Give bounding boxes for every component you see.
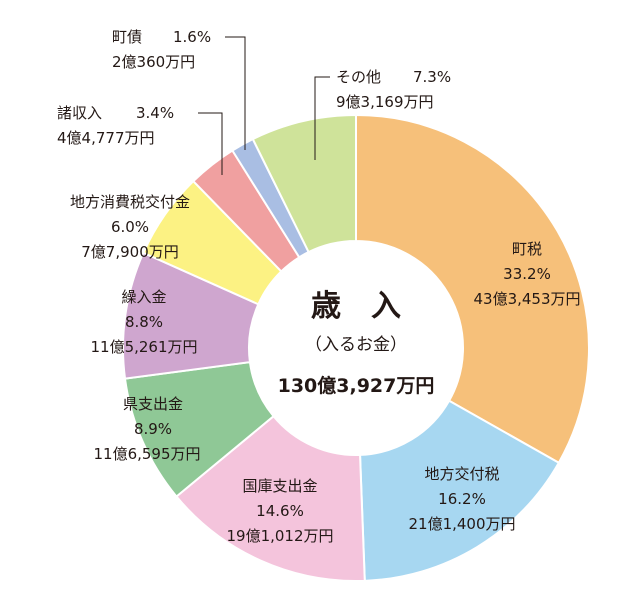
- label-shoshunyu-name: 諸収入: [57, 104, 102, 122]
- donut-slice-9: [251, 113, 357, 254]
- label-choze-amount: 43億3,453万円: [473, 290, 580, 308]
- label-chosai-amount: 2億360万円: [112, 53, 195, 71]
- label-ken: 県支出金 8.9% 11億6,595万円: [93, 395, 200, 463]
- label-shoshunyu-amount: 4億4,777万円: [57, 129, 155, 147]
- label-sonota: その他 7.3% 9億3,169万円: [336, 68, 451, 111]
- label-ken-name: 県支出金: [123, 395, 183, 413]
- donut-slice-1: [355, 113, 590, 465]
- label-chiho-kofuzei-name: 地方交付税: [424, 465, 499, 483]
- chart-total: 130億3,927万円: [278, 374, 435, 397]
- label-kurire-amount: 11億5,261万円: [90, 338, 197, 356]
- label-kurire: 繰入金 8.8% 11億5,261万円: [90, 288, 197, 356]
- donut-slice-2: [358, 399, 561, 582]
- label-chosai-name: 町債: [112, 28, 142, 46]
- label-kurire-name: 繰入金: [121, 288, 166, 306]
- label-chiho-kofuzei: 地方交付税 16.2% 21億1,400万円: [408, 465, 515, 533]
- leader-line-shoshunyu: [198, 112, 223, 175]
- label-sonota-name: その他: [336, 68, 381, 86]
- label-chiho-kofuzei-percent: 16.2%: [438, 490, 486, 508]
- label-kokko-name: 国庫支出金: [242, 477, 317, 495]
- label-sonota-percent: 7.3%: [413, 68, 451, 86]
- leader-line-choose: [225, 36, 246, 150]
- label-kokko-percent: 14.6%: [256, 502, 304, 520]
- chart-subtitle: （入るお金）: [305, 335, 407, 355]
- donut-slices: [122, 113, 590, 582]
- label-shoshunyu-percent: 3.4%: [136, 104, 174, 122]
- label-shoshunyu: 諸収入 3.4% 4億4,777万円: [57, 104, 174, 147]
- label-kokko-amount: 19億1,012万円: [226, 527, 333, 545]
- leader-line-sonota: [314, 76, 330, 160]
- label-shohizei-amount: 7億7,900万円: [81, 243, 179, 261]
- label-sonota-amount: 9億3,169万円: [336, 93, 434, 111]
- label-ken-percent: 8.9%: [134, 420, 172, 438]
- chart-title: 歳 入: [311, 289, 401, 324]
- label-choze: 町税 33.2% 43億3,453万円: [473, 240, 580, 308]
- label-shohizei-percent: 6.0%: [111, 218, 149, 236]
- donut-slice-3: [175, 414, 366, 582]
- slice-labels: 町税 33.2% 43億3,453万円 地方交付税 16.2% 21億1,400…: [57, 28, 581, 545]
- label-kokko: 国庫支出金 14.6% 19億1,012万円: [226, 477, 333, 545]
- label-chosai-percent: 1.6%: [173, 28, 211, 46]
- label-shohizei-name: 地方消費税交付金: [70, 193, 190, 211]
- center-label: 歳 入 （入るお金） 130億3,927万円: [278, 289, 435, 397]
- label-chosai: 町債 1.6% 2億360万円: [112, 28, 211, 71]
- leader-lines: [198, 36, 330, 175]
- label-choze-name: 町税: [512, 240, 542, 258]
- label-choze-percent: 33.2%: [503, 265, 551, 283]
- label-chiho-kofuzei-amount: 21億1,400万円: [408, 515, 515, 533]
- label-kurire-percent: 8.8%: [125, 313, 163, 331]
- label-shohizei: 地方消費税交付金 6.0% 7億7,900万円: [70, 193, 190, 261]
- label-ken-amount: 11億6,595万円: [93, 445, 200, 463]
